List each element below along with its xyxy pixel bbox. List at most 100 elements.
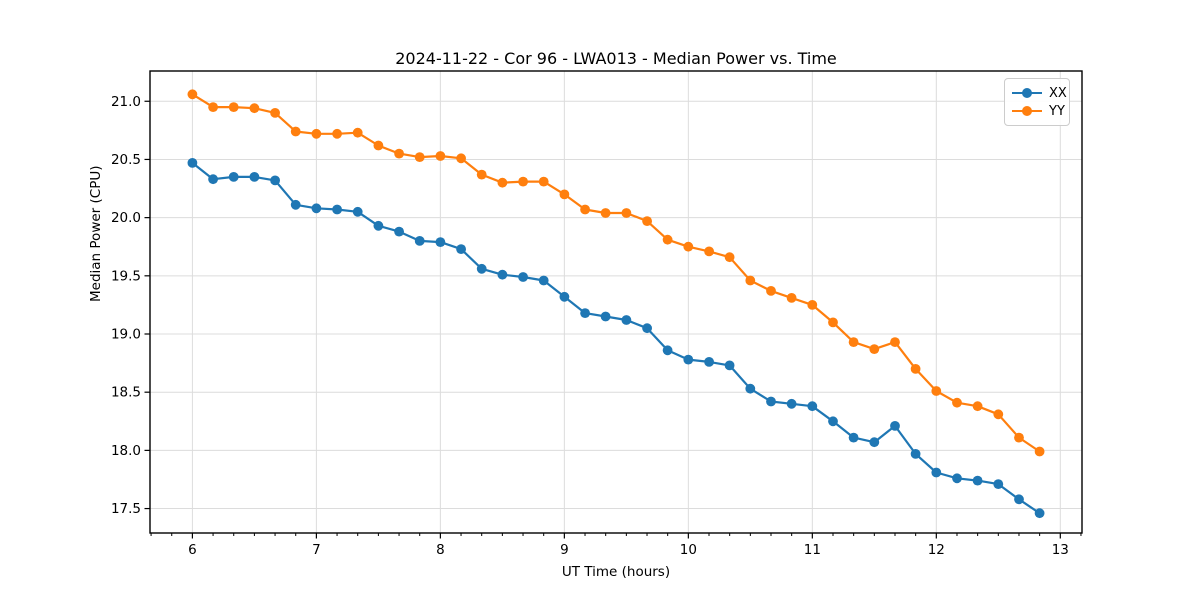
series-yy-marker	[538, 176, 549, 187]
series-xx-marker	[890, 421, 900, 431]
series-xx-marker	[332, 204, 342, 215]
series-yy-marker	[972, 401, 983, 412]
series-yy-marker	[394, 148, 404, 159]
series-yy-marker	[766, 286, 776, 296]
series-yy-marker	[993, 409, 1004, 420]
series-xx-marker	[848, 432, 859, 443]
xx-series-swatch-icon	[1012, 88, 1042, 98]
series-xx-marker	[228, 172, 239, 182]
series-yy-marker	[745, 275, 756, 286]
series-xx-marker	[497, 269, 508, 280]
series-xx-marker	[559, 291, 570, 302]
series-xx-marker	[1034, 508, 1045, 519]
series-yy-marker	[352, 127, 363, 138]
y-tick-label: 19.0	[111, 327, 141, 343]
series-yy-marker	[228, 102, 239, 112]
series-xx-marker	[311, 203, 322, 214]
chart-title: 2024-11-22 - Cor 96 - LWA013 - Median Po…	[395, 49, 837, 68]
series-xx-marker	[600, 311, 611, 322]
series-xx-marker	[952, 473, 962, 484]
series-yy-marker	[249, 103, 260, 114]
series-yy-marker	[910, 364, 921, 374]
x-tick-label: 13	[1052, 542, 1069, 558]
series-yy-marker	[931, 386, 942, 396]
legend: XX YY	[1004, 78, 1070, 126]
axes-frame	[149, 70, 1083, 534]
series-xx-marker	[621, 315, 632, 325]
series-yy-marker	[187, 89, 198, 100]
series-xx-marker	[704, 357, 714, 367]
series-xx-marker	[435, 237, 446, 248]
series-yy-marker	[683, 241, 694, 252]
y-tick-label: 18.0	[111, 443, 141, 459]
series-yy-marker	[373, 140, 384, 151]
series-yy-marker	[435, 151, 446, 161]
series-yy-marker	[642, 216, 652, 227]
series-yy-line	[191, 93, 1041, 453]
series-xx-marker	[993, 479, 1004, 489]
series-yy-marker	[580, 204, 590, 215]
series-xx-marker	[249, 172, 260, 182]
series-yy-marker	[311, 128, 322, 139]
series-xx-marker	[394, 226, 404, 237]
series-yy-marker	[559, 189, 570, 200]
series-xx-marker	[642, 323, 652, 334]
series-yy-marker	[786, 293, 797, 303]
y-tick-label: 21.0	[111, 94, 141, 110]
series-xx-marker	[352, 206, 363, 217]
x-tick-label: 6	[188, 542, 197, 558]
series-yy-marker	[828, 317, 838, 328]
series-xx-marker	[1014, 494, 1024, 505]
series-yy-marker	[414, 152, 425, 163]
series-xx-marker	[786, 398, 797, 409]
yy-series-swatch-icon	[1012, 106, 1042, 116]
y-tick-label: 20.0	[111, 210, 141, 226]
series-yy-marker	[270, 108, 280, 118]
series-yy-marker	[848, 337, 859, 347]
series-yy-marker	[952, 397, 962, 408]
x-tick-label: 7	[312, 542, 321, 558]
series-xx-marker	[910, 449, 921, 459]
series-xx-marker	[373, 220, 384, 231]
series-yy-marker	[1014, 432, 1024, 443]
series-xx-marker	[208, 174, 219, 185]
series-yy-marker	[704, 246, 714, 257]
series-xx-marker	[580, 308, 590, 318]
series-yy-marker	[290, 126, 301, 137]
x-axis-label: UT Time (hours)	[561, 564, 671, 580]
y-tick-label: 19.5	[111, 268, 141, 284]
x-tick-label: 8	[436, 542, 445, 558]
series-yy-marker	[518, 176, 528, 187]
series-xx-marker	[766, 396, 776, 407]
y-tick-label: 20.5	[111, 152, 141, 168]
series-xx-marker	[476, 263, 487, 274]
series-xx-marker	[931, 467, 942, 478]
series-xx-marker	[518, 272, 528, 282]
series-yy-marker	[1034, 446, 1045, 457]
series-xx-line	[191, 161, 1041, 515]
x-tick-label: 9	[560, 542, 569, 558]
legend-item-xx: XX	[1012, 84, 1069, 102]
series-xx-marker	[828, 416, 838, 427]
series-xx-marker	[972, 475, 983, 486]
series-xx-marker	[270, 175, 280, 186]
series-xx-marker	[662, 345, 673, 356]
series-yy-marker	[497, 177, 508, 188]
series-xx-marker	[683, 354, 694, 365]
x-tick-label: 11	[804, 542, 821, 558]
x-tick-label: 12	[928, 542, 945, 558]
series-xx-marker	[187, 158, 198, 168]
series-yy-marker	[869, 344, 880, 354]
series-xx-marker	[745, 383, 756, 394]
series-xx-marker	[807, 401, 818, 412]
legend-label-yy: YY	[1049, 103, 1065, 119]
y-tick-label: 18.5	[111, 385, 141, 401]
series-xx-marker	[724, 360, 735, 371]
x-tick-label: 10	[680, 542, 697, 558]
series-xx-marker	[456, 244, 466, 255]
series-xx-marker	[414, 236, 425, 246]
series-yy-marker	[662, 234, 673, 245]
series-yy-marker	[600, 208, 611, 218]
